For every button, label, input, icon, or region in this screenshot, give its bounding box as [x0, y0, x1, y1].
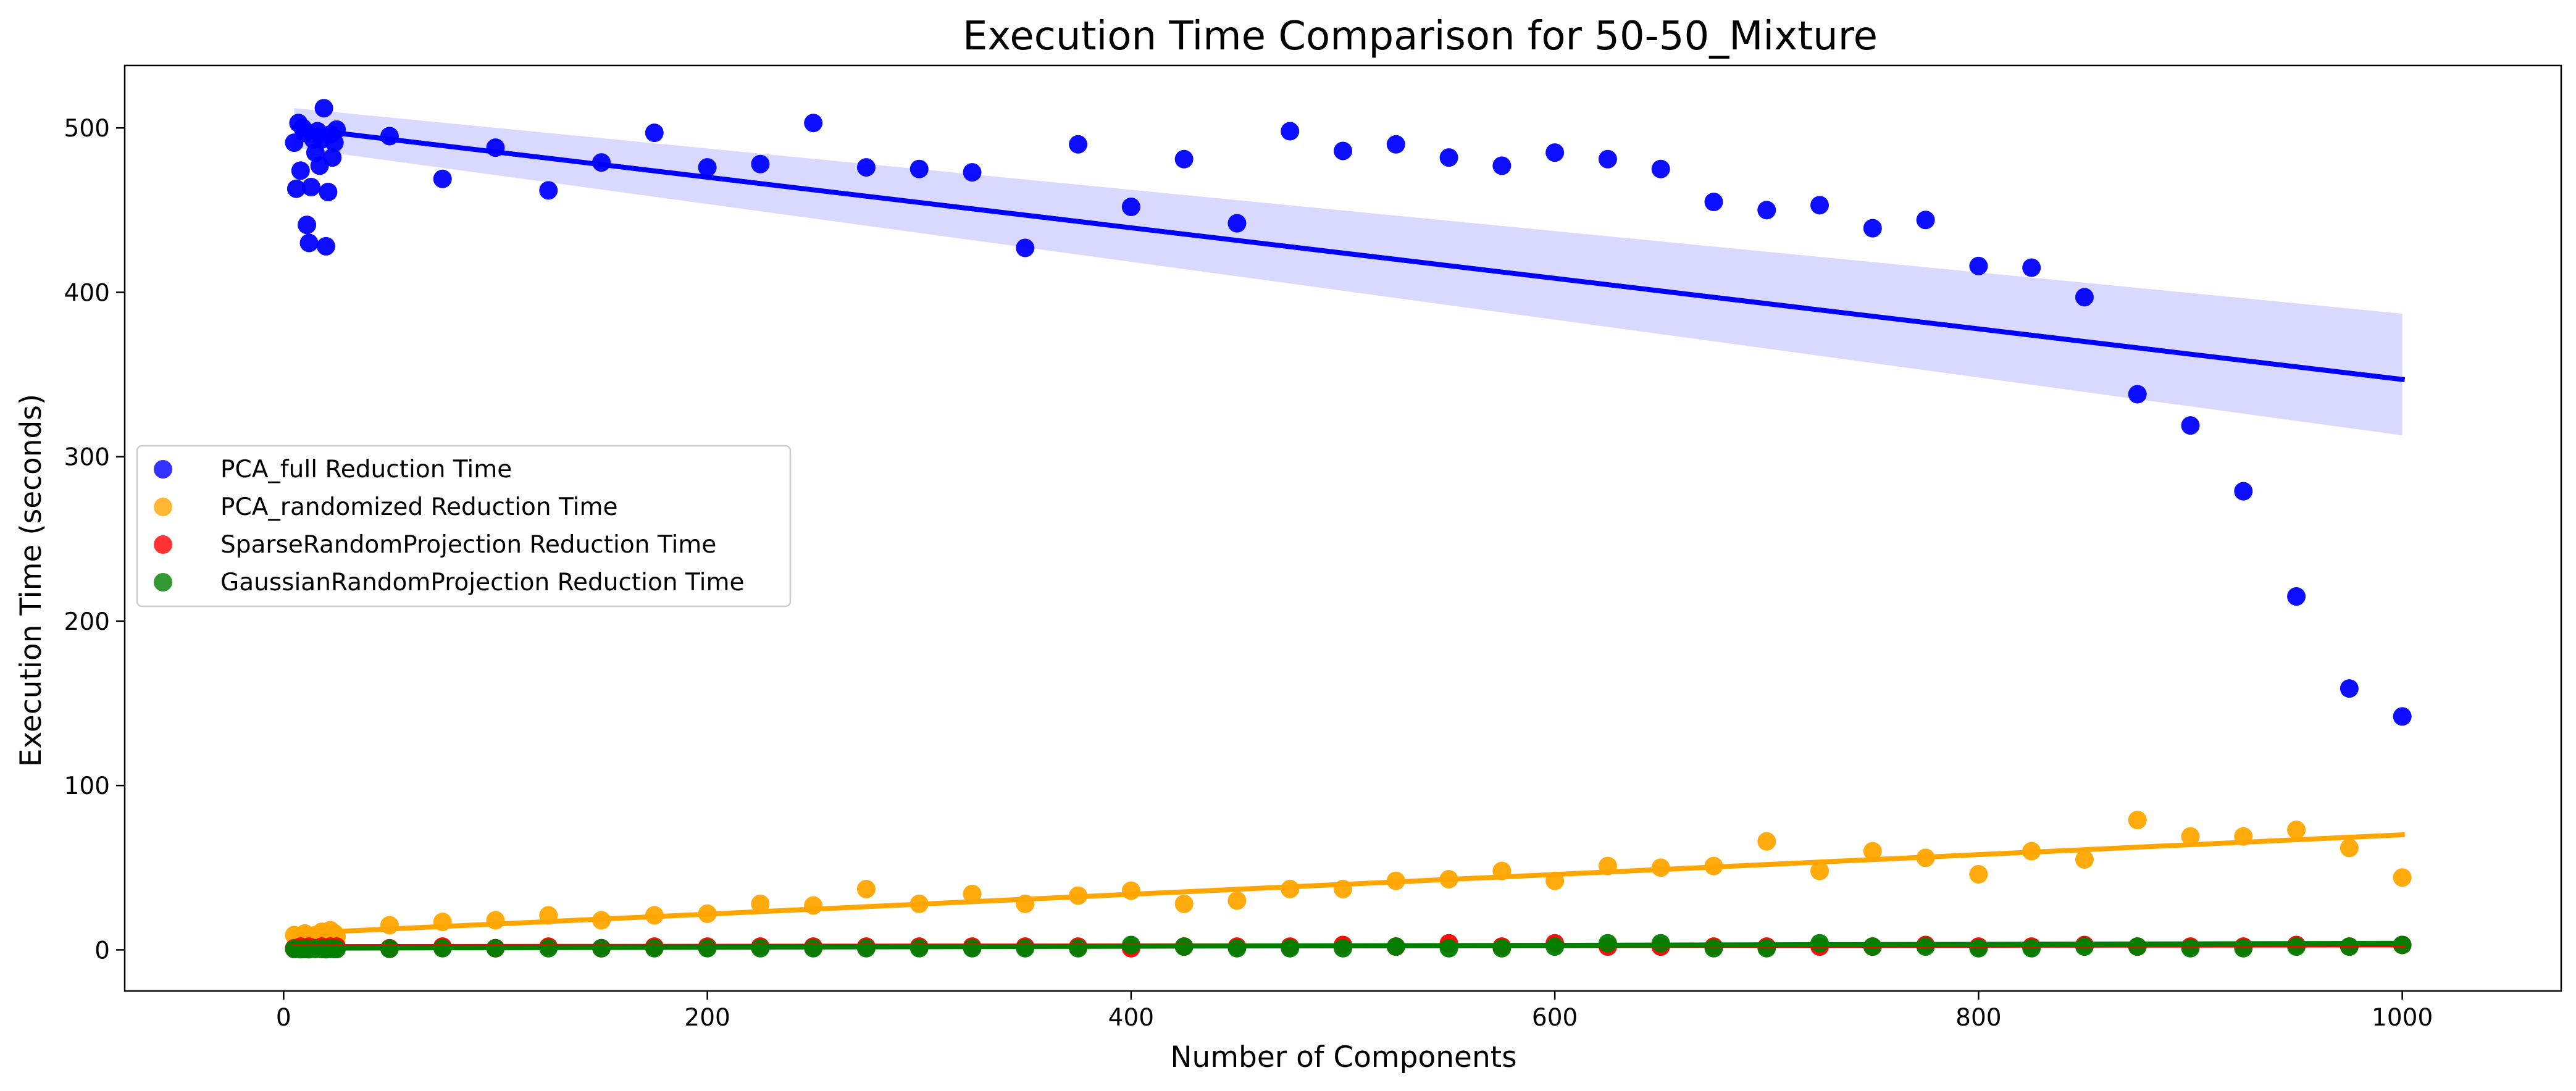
data-point: [856, 879, 876, 898]
data-point: [1386, 135, 1405, 154]
data-point: [2128, 385, 2147, 404]
data-point: [1174, 894, 1194, 913]
data-point: [963, 884, 982, 903]
legend-marker-2: [154, 535, 172, 554]
data-point: [1810, 196, 1830, 215]
y-tick-label: 200: [64, 608, 110, 636]
trend-line-3: [291, 940, 2405, 951]
data-point: [299, 233, 319, 253]
data-point: [1651, 159, 1670, 178]
data-point: [1969, 256, 1988, 275]
data-point: [804, 114, 823, 133]
x-tick-label: 800: [1955, 1004, 2001, 1032]
data-point: [2128, 811, 2147, 830]
data-point: [1863, 219, 1882, 238]
chart-title: Execution Time Comparison for 50-50_Mixt…: [963, 14, 1878, 59]
data-point: [1492, 156, 1512, 175]
data-point: [2022, 258, 2041, 277]
legend-label-0: PCA_full Reduction Time: [220, 456, 512, 483]
data-point: [319, 183, 338, 202]
data-point: [2340, 838, 2359, 858]
data-point: [1598, 149, 1617, 169]
legend-marker-1: [154, 498, 172, 516]
data-point: [1704, 192, 1723, 211]
axes-frame: [123, 64, 2562, 992]
data-point: [1281, 122, 1300, 141]
x-tick-label: 400: [1108, 1004, 1154, 1032]
data-point: [1863, 842, 1882, 861]
data-point: [1439, 938, 1458, 958]
legend-marker-3: [154, 573, 172, 591]
data-point: [433, 169, 452, 188]
data-point: [1227, 214, 1247, 233]
y-axis-label: Execution Time (seconds): [14, 394, 48, 767]
data-point: [316, 236, 335, 256]
data-point: [323, 148, 342, 167]
data-point: [1121, 197, 1140, 216]
legend-label-1: PCA_randomized Reduction Time: [220, 493, 617, 521]
data-point: [2393, 707, 2412, 726]
data-point: [2181, 827, 2200, 846]
data-point: [751, 894, 770, 913]
x-tick-label: 600: [1532, 1004, 1578, 1032]
data-point: [539, 181, 558, 200]
data-point: [2287, 821, 2306, 840]
data-point: [1916, 211, 1935, 230]
y-tick-label: 300: [64, 444, 110, 472]
data-point: [2287, 587, 2306, 606]
data-point: [291, 161, 310, 180]
y-tick-label: 500: [64, 115, 110, 143]
legend-box: [136, 445, 792, 608]
data-point: [1121, 881, 1140, 900]
data-point: [1227, 891, 1247, 910]
legend-label-2: SparseRandomProjection Reduction Time: [220, 531, 716, 559]
data-point: [856, 158, 876, 177]
data-point: [1969, 938, 1988, 958]
data-point: [2075, 850, 2094, 869]
data-point: [1016, 238, 1035, 257]
data-point: [2181, 416, 2200, 435]
legend-marker-0: [154, 460, 172, 479]
data-point: [1545, 143, 1565, 162]
data-point: [298, 215, 317, 235]
x-axis-label: Number of Components: [1170, 1040, 1516, 1074]
data-point: [1757, 938, 1776, 958]
data-point: [1810, 861, 1830, 880]
data-point: [963, 163, 982, 182]
trend-line-1: [291, 832, 2405, 936]
data-point: [910, 159, 929, 178]
data-point: [1069, 135, 1088, 154]
data-point: [1334, 141, 1352, 161]
data-point: [1757, 832, 1776, 851]
data-point: [1439, 148, 1458, 167]
data-point: [2234, 482, 2253, 501]
y-tick-label: 100: [64, 772, 110, 800]
data-point: [301, 178, 320, 197]
x-tick-label: 1000: [2372, 1004, 2433, 1032]
trend-line-0: [291, 125, 2406, 382]
x-tick-label: 200: [684, 1004, 730, 1032]
data-point: [2075, 288, 2094, 307]
axis-ticks: 0 200 400 600 800 1000 0 100 200 300 400 500: [64, 115, 2433, 1032]
plot-area: [285, 99, 2412, 959]
data-point: [698, 158, 717, 177]
data-point: [645, 123, 664, 143]
data-point: [286, 179, 306, 198]
data-point: [1757, 201, 1776, 220]
data-point: [1969, 864, 1988, 884]
data-point: [2393, 868, 2412, 887]
y-tick-label: 400: [64, 279, 110, 307]
data-point: [314, 99, 333, 118]
data-point: [1704, 938, 1723, 958]
data-point: [804, 896, 823, 915]
legend-label-3: GaussianRandomProjection Reduction Time: [220, 569, 744, 596]
x-tick-label: 0: [276, 1004, 291, 1032]
data-point: [1492, 938, 1512, 958]
y-tick-label: 0: [94, 937, 110, 964]
data-point: [751, 154, 770, 173]
legend: PCA_full Reduction Time PCA_randomized Re…: [136, 445, 792, 608]
data-point: [2340, 679, 2359, 698]
data-point: [1174, 149, 1194, 169]
